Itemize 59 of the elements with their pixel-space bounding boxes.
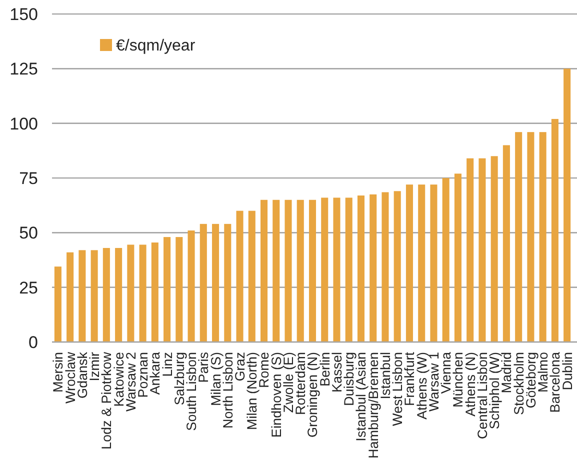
x-tick-label: Milan (North)	[244, 352, 260, 430]
x-tick-label: Graz	[232, 352, 248, 382]
bar	[321, 198, 328, 342]
bar	[333, 198, 340, 342]
bar	[370, 194, 377, 342]
x-tick-label: Schiphol (W)	[487, 352, 502, 430]
bar	[539, 132, 546, 342]
bar	[551, 118, 558, 342]
bar	[394, 191, 401, 342]
bar	[224, 224, 232, 342]
bar	[502, 145, 510, 342]
bar	[102, 248, 110, 342]
bar	[296, 200, 304, 342]
bar	[357, 195, 365, 342]
y-tick-label: 150	[10, 4, 38, 24]
bar	[248, 210, 256, 342]
bar	[442, 178, 450, 342]
x-tick-label: Istanbul	[378, 352, 393, 400]
bar	[406, 184, 413, 342]
y-tick-label: 50	[19, 224, 38, 243]
bar	[418, 184, 426, 342]
bar	[164, 237, 171, 342]
bar	[127, 244, 134, 342]
bar	[188, 230, 195, 342]
bar	[176, 237, 183, 342]
bar	[527, 132, 534, 342]
bar	[430, 184, 438, 342]
bar	[308, 200, 316, 342]
bar	[564, 68, 571, 342]
bar	[490, 156, 498, 342]
y-tick-label: 25	[19, 278, 38, 298]
bar	[272, 200, 280, 342]
bar	[382, 192, 389, 342]
bar	[345, 198, 352, 342]
bar	[284, 200, 292, 342]
x-tick-label: Groningen (N)	[305, 352, 320, 438]
y-tick-label: 0	[28, 332, 38, 352]
bar	[66, 252, 74, 342]
bar	[454, 174, 462, 342]
bar	[115, 248, 122, 342]
bar	[515, 132, 522, 342]
y-tick-label: 125	[10, 60, 38, 79]
bar	[212, 224, 220, 342]
x-tick-label: Duisburg	[342, 352, 357, 406]
bar	[54, 266, 62, 342]
bar	[90, 250, 98, 342]
bar	[236, 210, 244, 342]
y-tick-label: 100	[10, 114, 38, 134]
legend-label: €/sqm/year	[116, 38, 196, 55]
bar	[200, 224, 207, 342]
bar	[78, 250, 86, 342]
bar	[151, 242, 158, 342]
bar	[139, 244, 146, 342]
x-tick-label: Kassel	[329, 352, 344, 393]
x-tick-label: Eindhoven (S)	[268, 352, 284, 438]
y-tick-label: 75	[19, 168, 38, 188]
bar	[466, 158, 474, 342]
bar	[260, 200, 268, 342]
bar	[478, 158, 486, 342]
